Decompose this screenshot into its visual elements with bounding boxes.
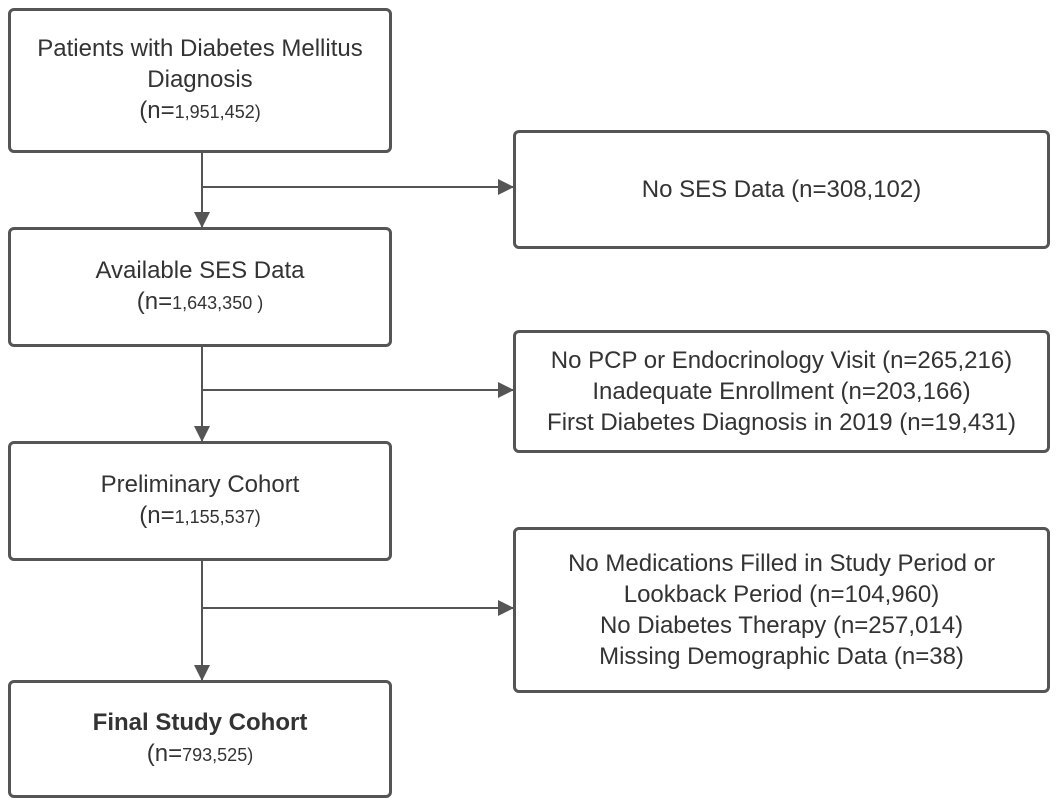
exclusion-line: Lookback Period (n=104,960) bbox=[624, 579, 940, 610]
node-box: Final Study Cohort (n=793,525) bbox=[8, 680, 392, 798]
count-prefix: (n= bbox=[146, 740, 183, 767]
exclusion-text: No Diabetes Therapy (n=257,014) bbox=[599, 612, 964, 639]
node-box: Patients with Diabetes Mellitus Diagnosis… bbox=[8, 8, 392, 153]
node-label-text: Preliminary Cohort bbox=[100, 471, 300, 498]
count-value: 1,155,537 bbox=[174, 507, 255, 527]
exclusion-line: Inadequate Enrollment (n=203,166) bbox=[592, 376, 970, 407]
exclusion-text: No PCP or Endocrinology Visit (n=265,216… bbox=[550, 347, 1013, 374]
exclusion-box: No SES Data (n=308,102) bbox=[513, 130, 1050, 249]
exclusion-text: Missing Demographic Data (n=38) bbox=[599, 643, 964, 670]
node-label-text: Diagnosis bbox=[147, 66, 253, 93]
exclusion-line: Missing Demographic Data (n=38) bbox=[599, 641, 964, 672]
count-suffix: ) bbox=[252, 293, 264, 313]
node-count: (n=1,155,537) bbox=[139, 500, 260, 533]
count-suffix: ) bbox=[247, 745, 254, 765]
exclusion-box: No Medications Filled in Study Period or… bbox=[513, 527, 1050, 693]
node-label: Final Study Cohort bbox=[93, 707, 308, 738]
node-label-text: Available SES Data bbox=[95, 257, 305, 284]
count-prefix: (n= bbox=[139, 97, 175, 124]
exclusion-line: First Diabetes Diagnosis in 2019 (n=19,4… bbox=[547, 407, 1016, 438]
exclusion-line: No Diabetes Therapy (n=257,014) bbox=[600, 610, 963, 641]
node-label: Patients with Diabetes Mellitus bbox=[37, 33, 362, 64]
exclusion-line: No SES Data (n=308,102) bbox=[642, 174, 922, 205]
exclusion-text: No SES Data (n=308,102) bbox=[641, 176, 922, 203]
exclusion-text: Inadequate Enrollment (n=203,166) bbox=[592, 378, 971, 405]
node-count: (n=793,525) bbox=[147, 738, 253, 771]
count-value: 793,525 bbox=[182, 745, 248, 765]
count-prefix: (n= bbox=[139, 502, 175, 529]
exclusion-text: First Diabetes Diagnosis in 2019 (n=19,4… bbox=[547, 409, 1016, 436]
exclusion-box: No PCP or Endocrinology Visit (n=265,216… bbox=[513, 330, 1050, 453]
exclusion-line: No PCP or Endocrinology Visit (n=265,216… bbox=[551, 345, 1012, 376]
node-label-text: Final Study Cohort bbox=[92, 709, 308, 736]
exclusion-line: No Medications Filled in Study Period or bbox=[568, 548, 995, 579]
count-value: 1,951,452 bbox=[174, 102, 255, 122]
exclusion-text: No Medications Filled in Study Period or bbox=[568, 550, 995, 577]
node-count: (n=1,643,350 ) bbox=[137, 286, 263, 319]
count-value: 1,643,350 bbox=[172, 293, 253, 313]
node-label-text: Patients with Diabetes Mellitus bbox=[37, 35, 363, 62]
count-prefix: (n= bbox=[136, 288, 173, 315]
exclusion-text: Lookback Period (n=104,960) bbox=[623, 581, 940, 608]
count-suffix: ) bbox=[254, 102, 261, 122]
node-box: Preliminary Cohort (n=1,155,537) bbox=[8, 441, 392, 561]
count-suffix: ) bbox=[254, 507, 261, 527]
node-label: Preliminary Cohort bbox=[101, 469, 300, 500]
node-box: Available SES Data (n=1,643,350 ) bbox=[8, 227, 392, 347]
node-label: Diagnosis bbox=[147, 64, 252, 95]
node-count: (n=1,951,452) bbox=[139, 95, 260, 128]
node-label: Available SES Data bbox=[95, 255, 304, 286]
